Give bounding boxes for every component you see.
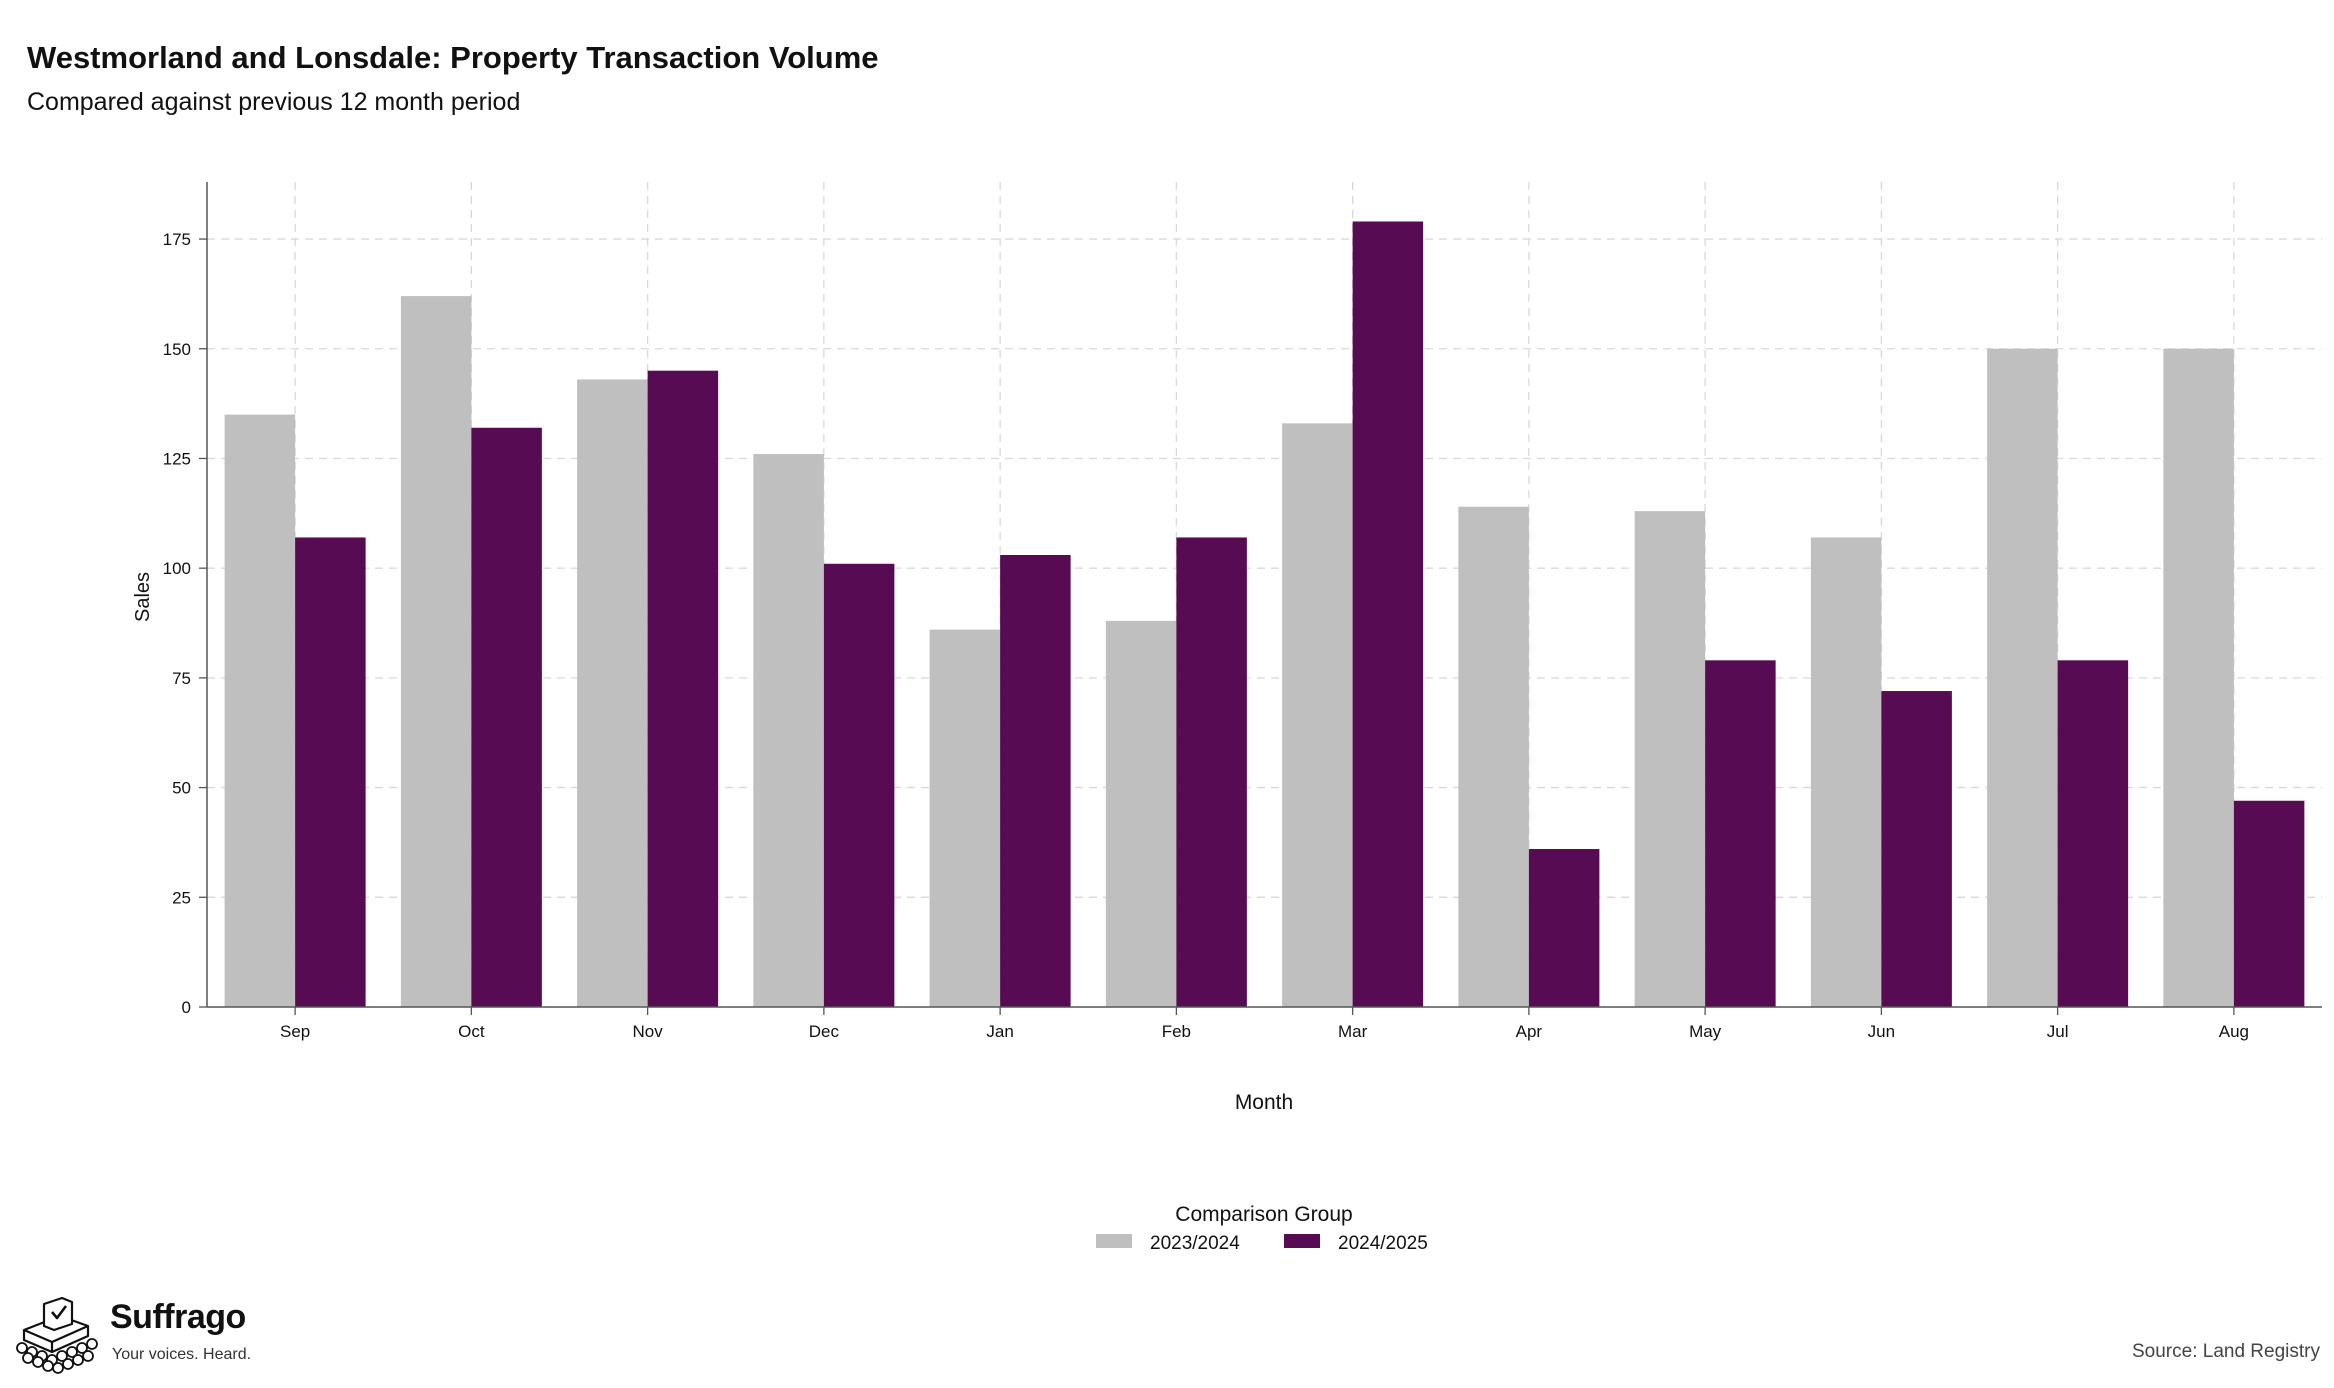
bar-2023-2024-aug — [2163, 348, 2234, 1007]
y-tick-label: 0 — [182, 998, 191, 1017]
bar-2024-2025-jan — [1000, 555, 1071, 1007]
y-tick-label: 175 — [163, 230, 191, 249]
legend: Comparison Group 2023/2024 2024/2025 — [1096, 1203, 1428, 1254]
bar-2023-2024-jan — [929, 629, 1001, 1007]
bar-2023-2024-jun — [1810, 537, 1882, 1007]
bar-2024-2025-dec — [823, 563, 895, 1007]
y-tick-label: 125 — [163, 449, 191, 468]
y-tick-label: 150 — [163, 340, 191, 359]
x-tick-label-may: May — [1689, 1022, 1722, 1041]
bar-2024-2025-sep — [295, 537, 366, 1007]
legend-items: 2023/2024 2024/2025 — [1096, 1233, 1428, 1254]
x-tick-label-sep: Sep — [280, 1022, 310, 1041]
bar-2024-2025-oct — [471, 427, 542, 1007]
bar-2024-2025-jun — [1881, 691, 1952, 1007]
x-tick-label-nov: Nov — [633, 1022, 664, 1041]
brand-name: Suffrago — [110, 1298, 246, 1336]
bar-2023-2024-apr — [1458, 506, 1529, 1007]
bar-2024-2025-mar — [1352, 221, 1424, 1007]
x-tick-label-jan: Jan — [986, 1022, 1013, 1041]
y-tick-label: 25 — [172, 888, 191, 907]
x-axis-label: Month — [1235, 1091, 1293, 1114]
legend-title: Comparison Group — [1175, 1203, 1352, 1226]
chart-subtitle: Compared against previous 12 month perio… — [27, 88, 521, 116]
x-ticks: Sep Oct Nov Dec Jan Feb Mar Apr May Jun Jul Aug — [280, 1007, 2249, 1041]
legend-label-2024-2025: 2024/2025 — [1338, 1233, 1428, 1254]
bar-2024-2025-apr — [1528, 849, 1600, 1007]
bar-2023-2024-nov — [577, 379, 648, 1008]
x-tick-label-feb: Feb — [1162, 1022, 1191, 1041]
x-tick-label-jul: Jul — [2047, 1022, 2069, 1041]
brand-logo: Suffrago Your voices. Heard. — [14, 1296, 274, 1376]
y-tick-label: 75 — [172, 669, 191, 688]
legend-swatch-2024-2025 — [1284, 1234, 1320, 1248]
ballot-box-icon — [16, 1296, 98, 1374]
y-tick-label: 50 — [172, 779, 191, 798]
bar-2024-2025-feb — [1176, 537, 1247, 1007]
legend-label-2023-2024: 2023/2024 — [1150, 1233, 1240, 1254]
bar-2024-2025-nov — [647, 370, 719, 1008]
x-tick-label-oct: Oct — [458, 1022, 485, 1041]
x-tick-label-aug: Aug — [2219, 1022, 2249, 1041]
y-axis-label: Sales — [132, 572, 154, 622]
bar-2024-2025-jul — [2057, 660, 2129, 1007]
x-tick-label-jun: Jun — [1868, 1022, 1895, 1041]
bar-2024-2025-may — [1705, 660, 1776, 1007]
x-tick-label-dec: Dec — [809, 1022, 840, 1041]
bar-2023-2024-jul — [1987, 348, 2058, 1007]
bar-2023-2024-mar — [1282, 423, 1353, 1007]
bar-2023-2024-dec — [753, 454, 824, 1007]
bar-2023-2024-may — [1634, 511, 1706, 1007]
axes — [206, 182, 2322, 1008]
y-ticks: 0 25 50 75 100 125 150 175 — [163, 230, 207, 1017]
source-note: Source: Land Registry — [2132, 1341, 2320, 1362]
x-tick-label-apr: Apr — [1516, 1022, 1543, 1041]
y-tick-label: 100 — [163, 559, 191, 578]
brand-tagline: Your voices. Heard. — [112, 1346, 252, 1363]
chart-title: Westmorland and Lonsdale: Property Trans… — [27, 40, 879, 75]
x-tick-label-mar: Mar — [1338, 1022, 1368, 1041]
bar-2023-2024-feb — [1105, 620, 1177, 1007]
bar-2024-2025-aug — [2233, 800, 2305, 1007]
bar-2023-2024-oct — [400, 296, 472, 1008]
legend-swatch-2023-2024 — [1096, 1234, 1132, 1248]
bar-2023-2024-sep — [224, 414, 296, 1007]
bars — [224, 221, 2305, 1008]
